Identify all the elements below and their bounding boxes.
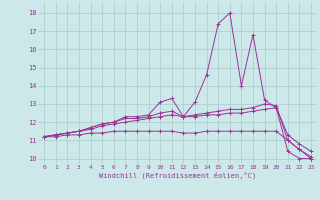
X-axis label: Windchill (Refroidissement éolien,°C): Windchill (Refroidissement éolien,°C) bbox=[99, 172, 256, 179]
